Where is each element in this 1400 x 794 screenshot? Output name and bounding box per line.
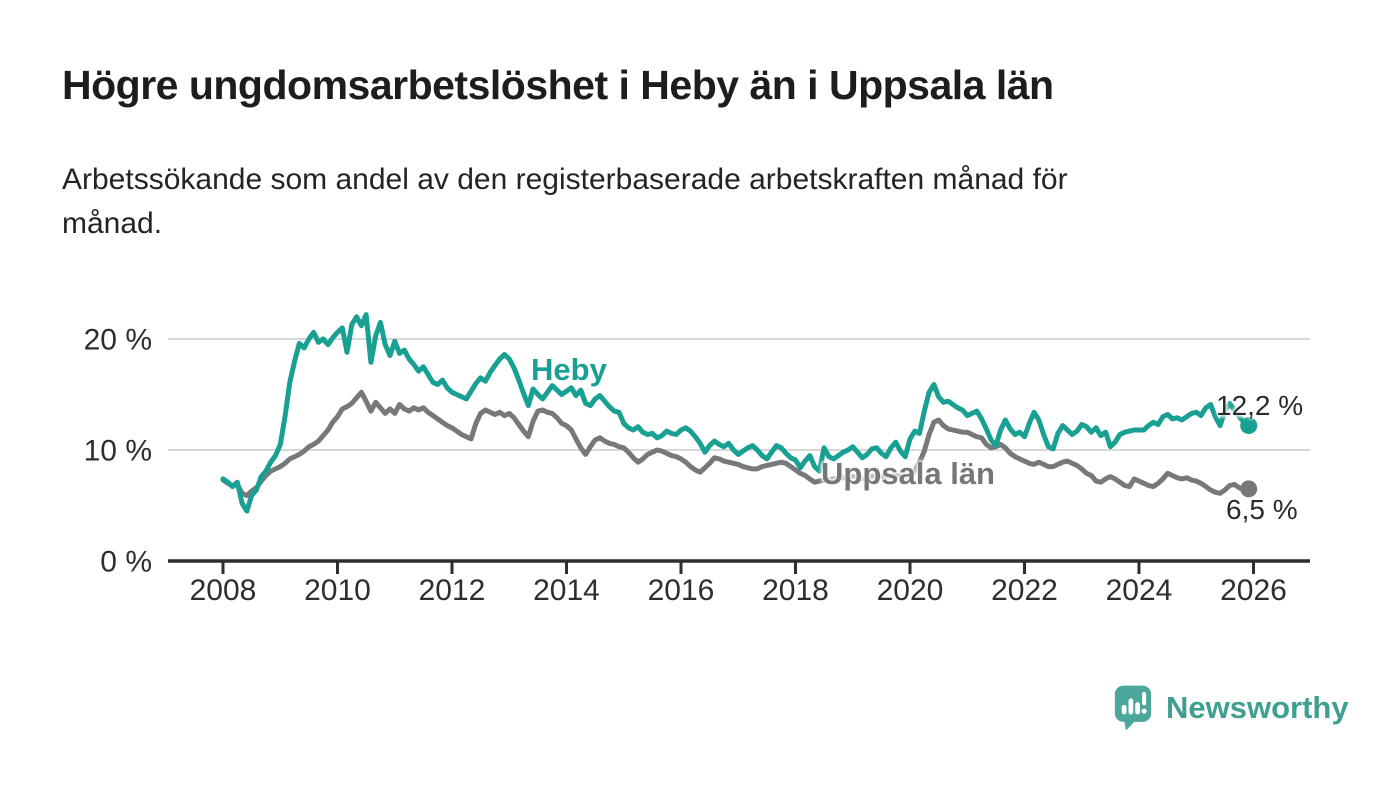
subtitle-line-2: månad. xyxy=(62,207,163,240)
subtitle-line-1: Arbetssökande som andel av den registerb… xyxy=(62,163,1068,196)
series-line-uppsala-l-n xyxy=(220,389,1252,498)
x-tick-label: 2026 xyxy=(1220,574,1287,607)
series-label-heby: Heby xyxy=(531,352,607,387)
newsworthy-logo-icon xyxy=(1114,685,1152,731)
chart-subtitle: Arbetssökande som andel av den registerb… xyxy=(62,158,1282,246)
x-tick-label: 2022 xyxy=(991,574,1058,607)
y-tick-label: 0 % xyxy=(100,546,152,579)
x-tick-label: 2018 xyxy=(762,574,829,607)
newsworthy-logo: Newsworthy xyxy=(1113,684,1349,731)
series-line-heby xyxy=(220,312,1252,514)
series-label-uppsala: Uppsala län xyxy=(821,456,995,491)
series-end-dot xyxy=(1240,417,1258,435)
end-value-uppsala: 6,5 % xyxy=(1226,494,1298,525)
x-tick-label: 2016 xyxy=(648,574,715,607)
y-tick-label: 10 % xyxy=(84,435,152,468)
newsworthy-logo-text: Newsworthy xyxy=(1166,689,1349,725)
x-tick-label: 2010 xyxy=(304,574,371,607)
y-tick-label: 20 % xyxy=(84,324,152,357)
series-end-dot xyxy=(1240,480,1258,498)
x-tick-label: 2008 xyxy=(190,574,257,607)
end-value-heby: 12,2 % xyxy=(1216,390,1304,421)
x-tick-label: 2012 xyxy=(419,574,486,607)
x-tick-label: 2024 xyxy=(1106,574,1173,607)
x-tick-label: 2014 xyxy=(533,574,600,607)
x-tick-label: 2020 xyxy=(877,574,944,607)
page-title: Högre ungdomsarbetslöshet i Heby än i Up… xyxy=(62,62,1054,108)
